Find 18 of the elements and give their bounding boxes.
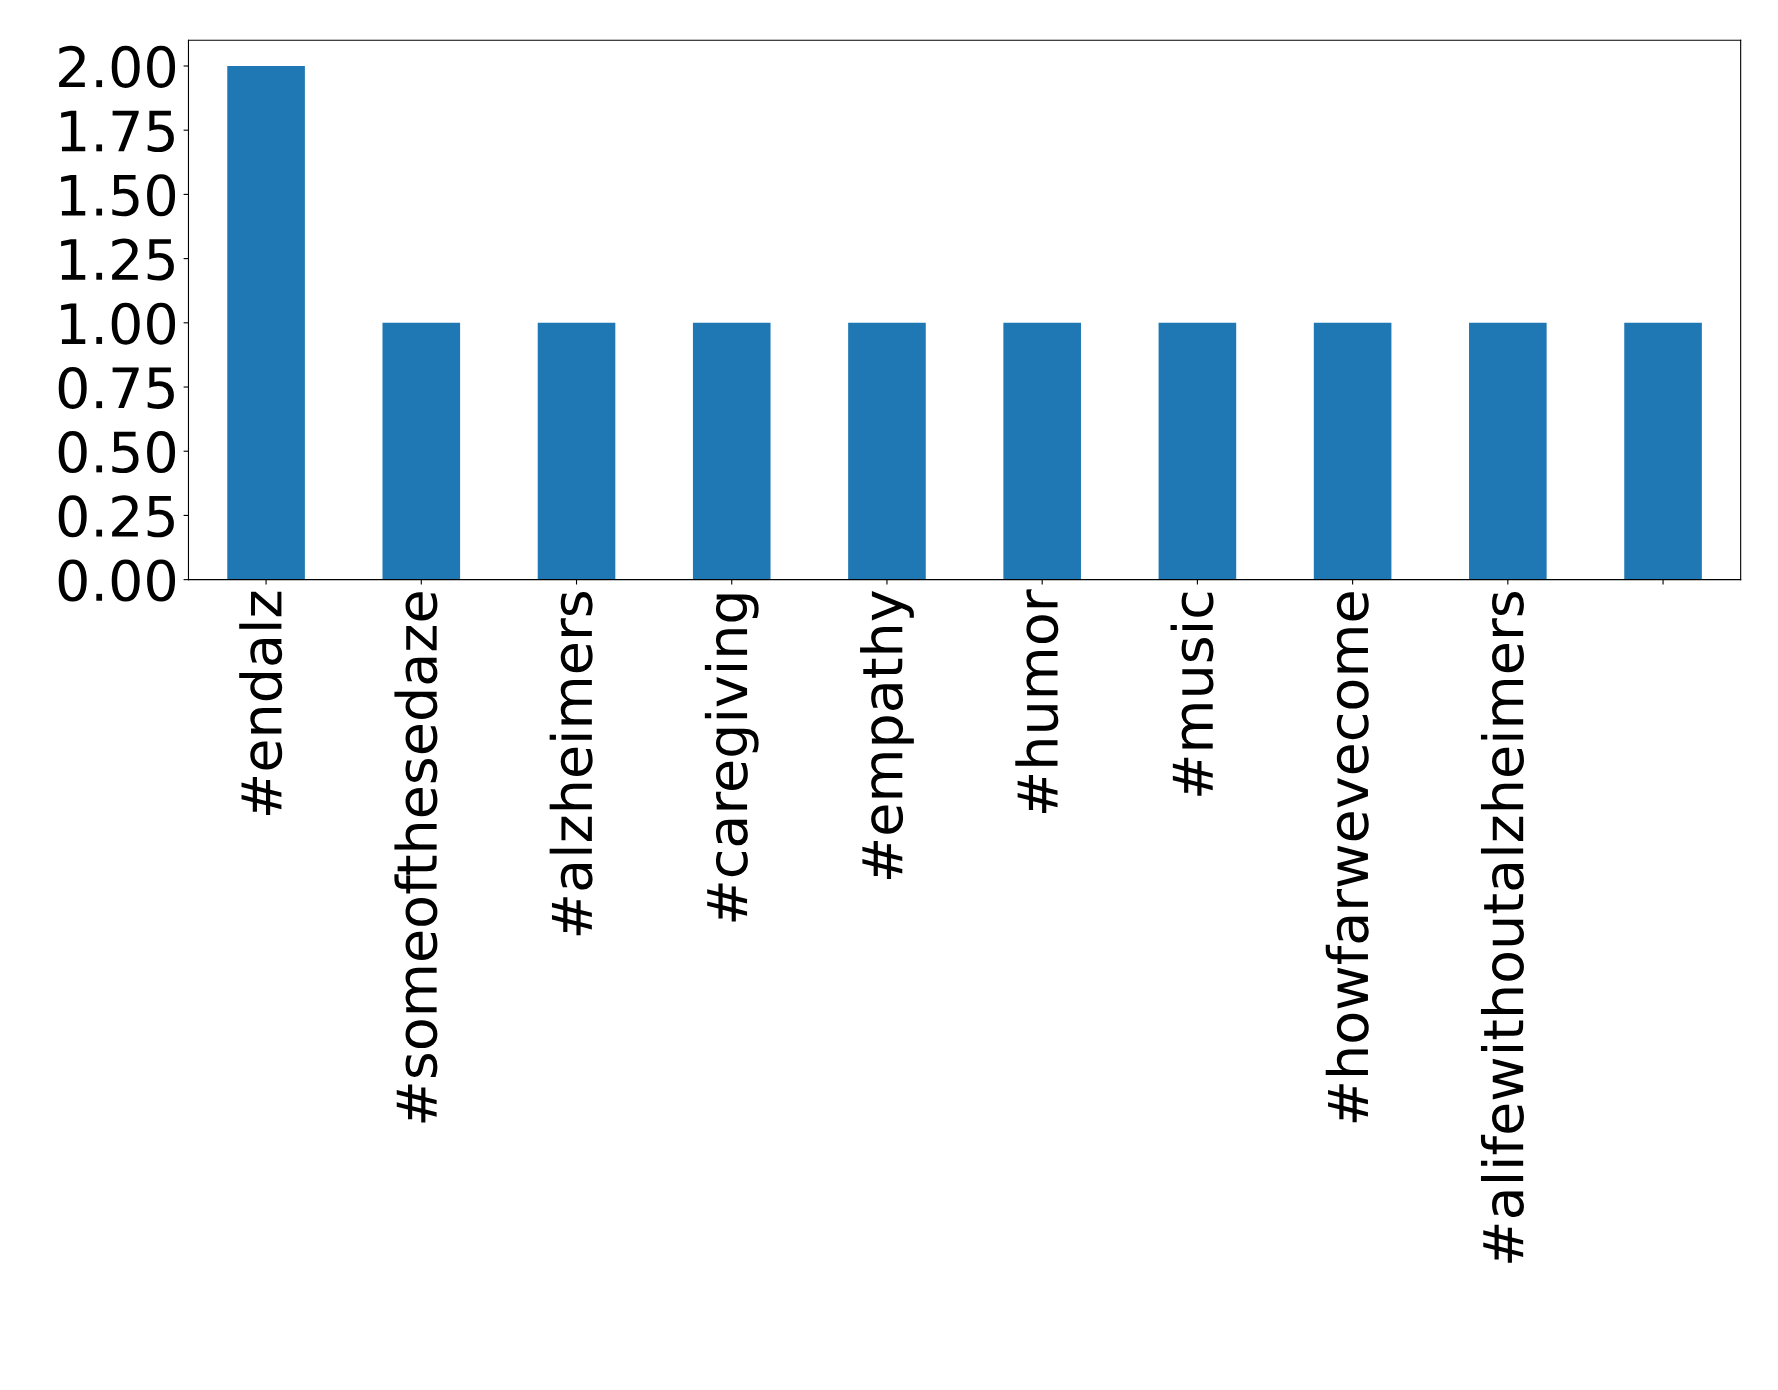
- x-tick-label: #empathy: [860, 591, 914, 880]
- x-tick-label: #someofthesedaze: [394, 592, 438, 1123]
- y-tick-label: 0.00: [58, 559, 176, 602]
- x-tick-label: #endalz: [239, 591, 283, 815]
- y-tick-label: 0.75: [58, 366, 174, 409]
- x-tick-label: #alifewithoutalzheimers: [1480, 592, 1524, 1263]
- y-tick-label: 2.00: [59, 45, 176, 88]
- y-tick-label: 1.50: [61, 174, 176, 217]
- x-tick-label: #howfarwevecome: [1325, 592, 1369, 1123]
- y-tick-label: 0.25: [58, 495, 174, 538]
- y-tick-label: 1.25: [61, 238, 174, 281]
- x-tick-label: #caregiving: [704, 594, 759, 922]
- y-tick-label: 0.50: [58, 431, 176, 474]
- y-tick-label: 1.00: [61, 302, 176, 345]
- x-tick-label: #music: [1170, 592, 1214, 796]
- x-tick-label: #humor: [1015, 589, 1059, 813]
- y-tick-label: 1.75: [61, 110, 174, 153]
- x-tick-label: #alzheimers: [549, 592, 593, 936]
